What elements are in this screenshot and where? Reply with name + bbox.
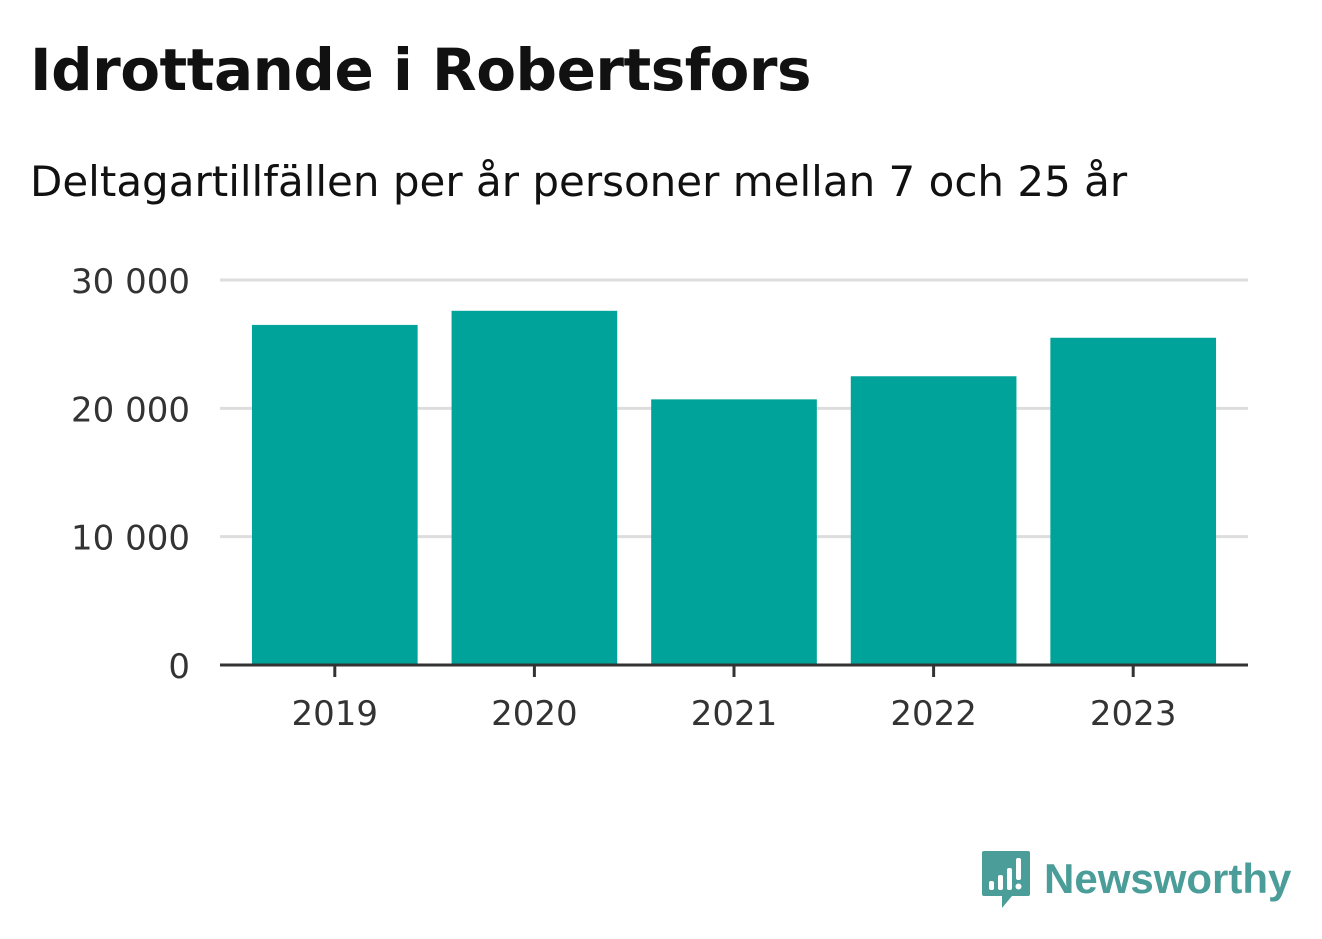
newsworthy-bar-chart-icon [982,851,1030,908]
bar [850,376,1017,665]
x-axis [220,663,1248,677]
chart-subtitle: Deltagartillfällen per år personer mella… [30,157,1128,206]
x-tick-label: 2023 [1090,694,1177,734]
y-axis-tick-labels: 0 10 000 20 000 30 000 [71,262,190,687]
chart-title: Idrottande i Robertsfors [30,36,811,104]
x-axis-tick-labels: 2019 2020 2021 2022 2023 [292,694,1177,734]
x-tick-label: 2019 [292,694,379,734]
x-tick-label: 2022 [890,694,977,734]
y-tick-label: 20 000 [71,390,190,430]
newsworthy-logo: Newsworthy [980,848,1291,910]
bar [1050,337,1217,665]
bar [251,324,418,665]
y-tick-label: 0 [168,647,190,687]
x-tick-label: 2020 [491,694,578,734]
y-tick-label: 10 000 [71,519,190,559]
bar [651,399,817,665]
bars [251,310,1217,665]
bar [451,310,618,665]
y-tick-label: 30 000 [71,262,190,302]
newsworthy-logo-text: Newsworthy [1044,855,1292,902]
x-tick-label: 2021 [691,694,778,734]
